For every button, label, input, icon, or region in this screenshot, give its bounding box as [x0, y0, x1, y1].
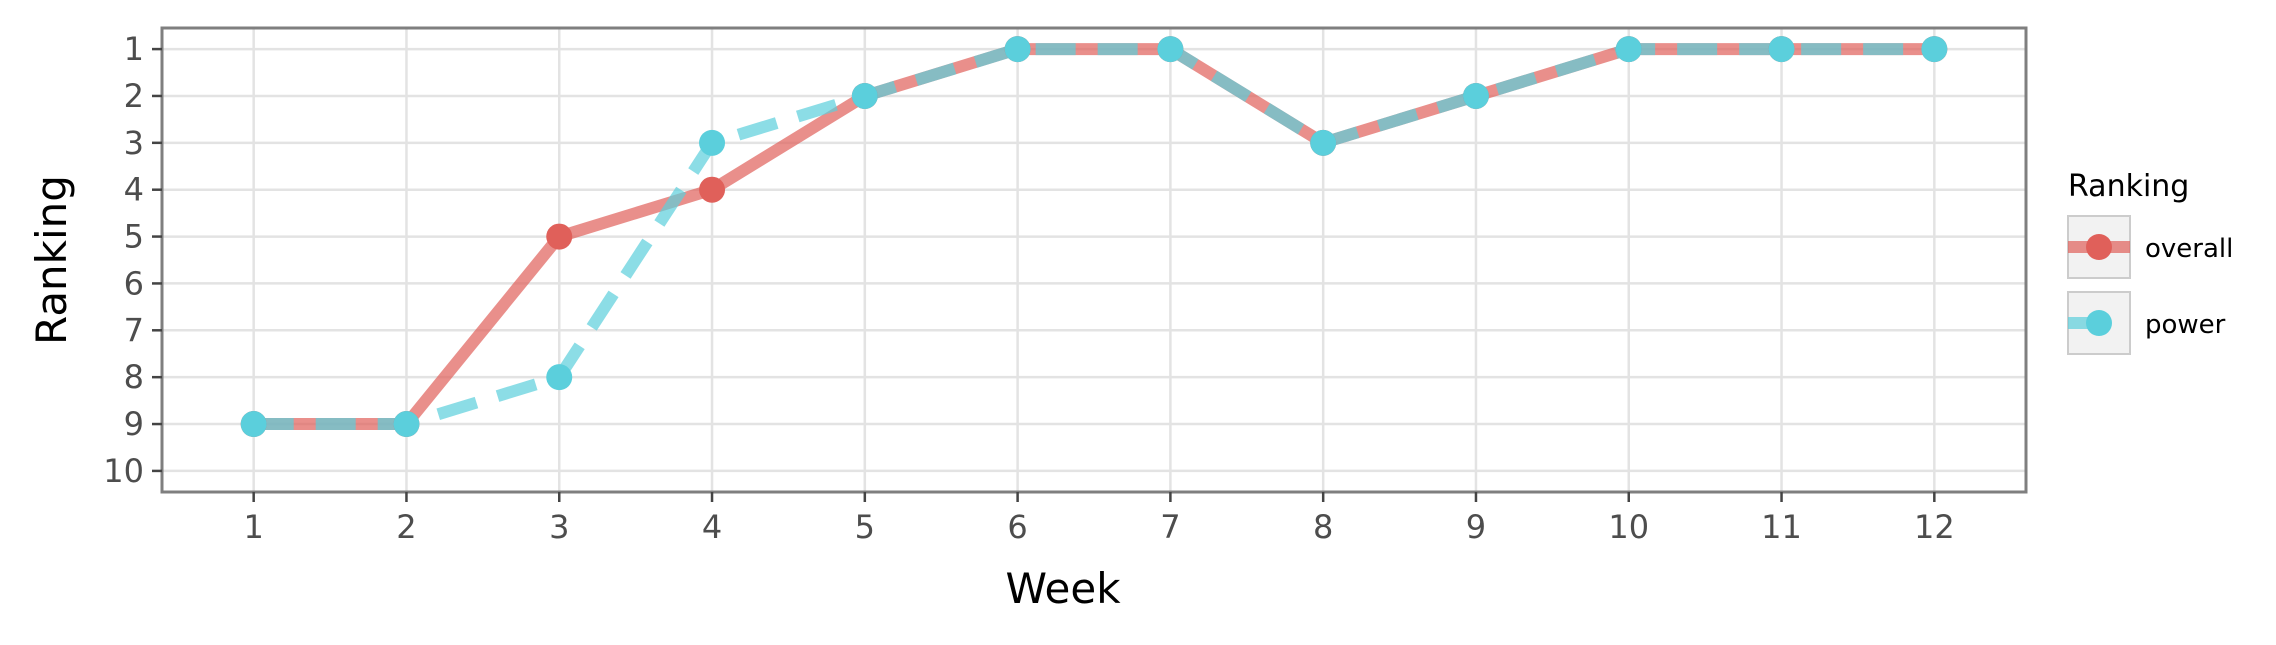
x-tick-label: 4: [702, 508, 722, 546]
y-tick-label: 8: [124, 358, 144, 396]
x-axis-title: Week: [1005, 564, 1121, 613]
legend-marker-power: [2086, 310, 2112, 336]
y-tick-label: 4: [124, 171, 144, 209]
y-tick-label: 1: [124, 30, 144, 68]
x-tick-label: 5: [855, 508, 875, 546]
data-point-power: [1615, 36, 1642, 63]
legend-title: Ranking: [2068, 169, 2189, 204]
plot-panel-border: [160, 26, 2028, 494]
x-tick-label: 11: [1761, 508, 1802, 546]
legend-label-overall: overall: [2145, 234, 2233, 264]
data-point-power: [1157, 36, 1184, 63]
data-point-overall: [699, 176, 726, 203]
x-tick-label: 2: [396, 508, 416, 546]
y-tick-label: 10: [103, 452, 144, 490]
x-tick-label: 8: [1313, 508, 1333, 546]
x-tick-label: 6: [1007, 508, 1027, 546]
data-point-power: [1921, 36, 1948, 63]
y-axis-title: Ranking: [27, 175, 76, 345]
legend: Ranking overall power: [2067, 169, 2233, 355]
y-tick-label: 9: [124, 405, 144, 443]
y-tick-label: 7: [124, 311, 144, 349]
data-point-power: [240, 411, 267, 438]
x-tick-label: 10: [1608, 508, 1649, 546]
y-tick-label: 2: [124, 77, 144, 115]
data-point-power: [1462, 82, 1489, 109]
x-tick-label: 7: [1160, 508, 1180, 546]
x-tick-label: 3: [549, 508, 569, 546]
data-point-power: [1004, 36, 1031, 63]
y-tick-label: 3: [124, 124, 144, 162]
data-point-overall: [546, 223, 573, 250]
series-layer: [240, 36, 1948, 438]
y-tick-label: 6: [124, 264, 144, 302]
data-point-power: [699, 129, 726, 156]
legend-marker-overall: [2086, 234, 2112, 260]
data-point-power: [1310, 129, 1337, 156]
x-tick-label: 1: [243, 508, 263, 546]
x-tick-label: 9: [1466, 508, 1486, 546]
data-point-power: [393, 411, 420, 438]
x-tick-label: 12: [1914, 508, 1955, 546]
legend-label-power: power: [2145, 310, 2226, 340]
data-point-power: [1768, 36, 1795, 63]
y-tick-label: 5: [124, 218, 144, 256]
plot-panel-background: [162, 28, 2026, 492]
data-point-power: [546, 364, 573, 391]
data-point-power: [851, 82, 878, 109]
series-line-power: [253, 43, 1935, 430]
